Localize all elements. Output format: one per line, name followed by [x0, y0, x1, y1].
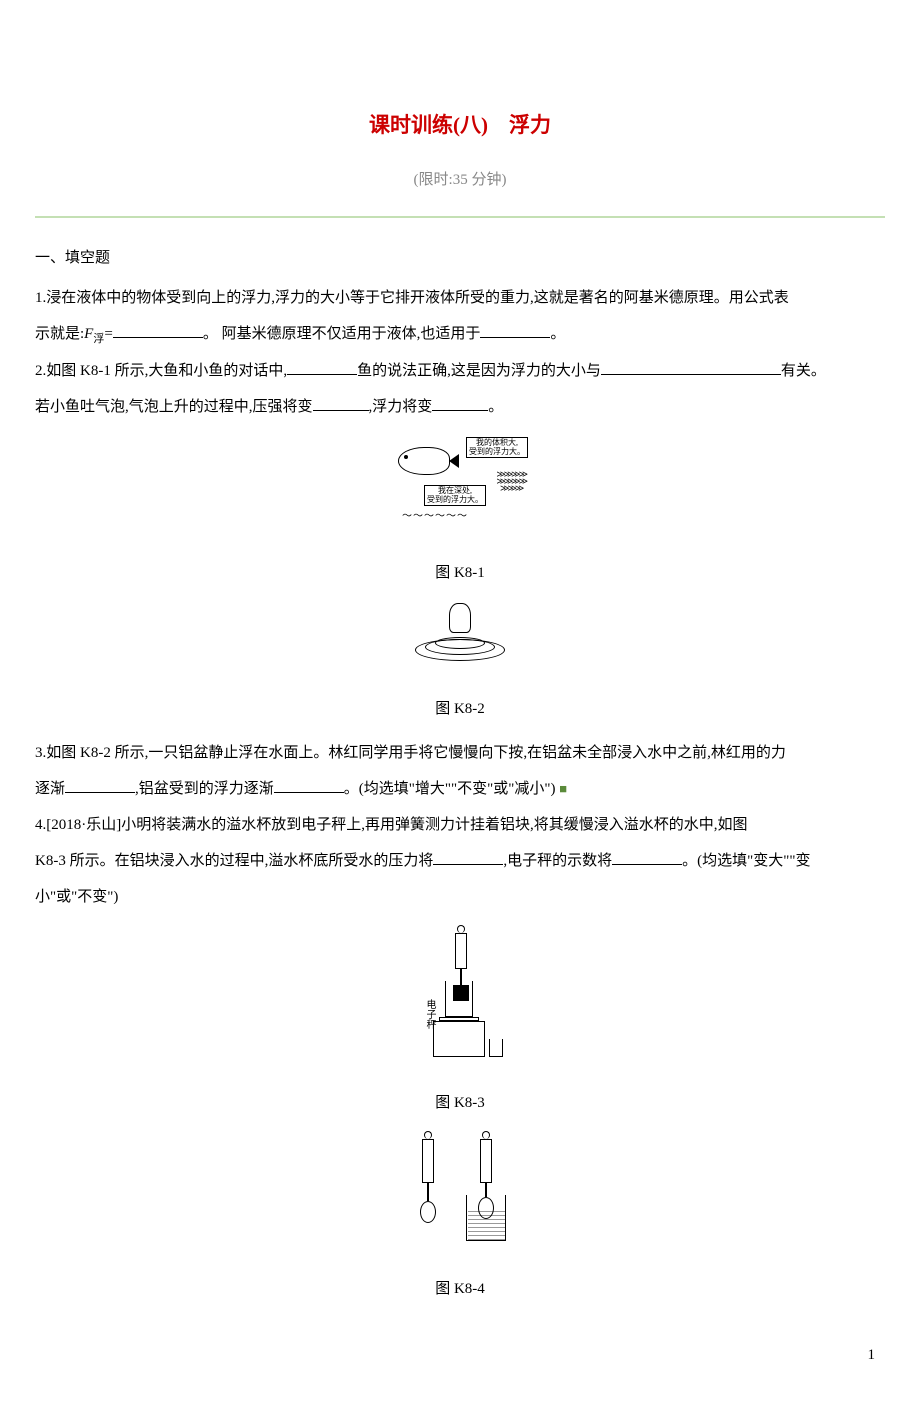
divider-line: [35, 216, 885, 218]
blank: [65, 777, 135, 793]
small-fish-icon: ≫≫≫≫≫≫≫≫≫≫≫: [496, 471, 526, 493]
spring-compare-diagram: [400, 1129, 520, 1249]
figure-caption-2: 图 K8-2: [35, 691, 885, 727]
speech-bubble-2: 我在深处,受到的浮力大。: [424, 485, 486, 507]
figure-k8-4: [35, 1129, 885, 1263]
electronic-scale-icon: [433, 1021, 485, 1057]
basin-outer-icon: [415, 639, 505, 661]
q4-text-e: 小"或"不变"): [35, 889, 118, 905]
figure-caption-4: 图 K8-4: [35, 1271, 885, 1307]
q4-text-c: ,电子秤的示数将: [503, 853, 612, 869]
figure-k8-3: 电子秤: [35, 923, 885, 1077]
question-1: 1.浸在液体中的物体受到向上的浮力,浮力的大小等于它排开液体所受的重力,这就是著…: [35, 280, 885, 352]
big-fish-icon: [398, 447, 450, 475]
blank: [480, 322, 550, 338]
q1-text-d: 。: [550, 326, 565, 342]
weight-left-icon: [420, 1201, 436, 1223]
question-2: 2.如图 K8-1 所示,大鱼和小鱼的对话中, 鱼的说法正确,这是因为浮力的大小与…: [35, 353, 885, 425]
aluminum-block-icon: [453, 985, 469, 1001]
q1-text-b: 示就是:: [35, 326, 84, 342]
q2-text-d: 若小鱼吐气泡,气泡上升的过程中,压强将变: [35, 399, 313, 415]
figure-k8-2: [35, 599, 885, 683]
q1-variable: F: [84, 326, 93, 342]
q3-text-a: 3.如图 K8-2 所示,一只铝盆静止浮在水面上。林红同学用手将它慢慢向下按,在…: [35, 745, 786, 761]
blank: [313, 395, 369, 411]
figure-caption-3: 图 K8-3: [35, 1085, 885, 1121]
q1-subscript: 浮: [93, 333, 104, 345]
hook-right-icon: [482, 1131, 490, 1139]
section-heading: 一、填空题: [35, 240, 885, 276]
scale-diagram: 电子秤: [415, 923, 505, 1063]
fish-eye-icon: [404, 455, 408, 459]
figure-caption-1: 图 K8-1: [35, 555, 885, 591]
blank: [274, 777, 344, 793]
speech-bubble-1: 我的体积大,受到的浮力大。: [466, 437, 528, 459]
q3-text-b: 逐渐: [35, 781, 65, 797]
hand-icon: [449, 603, 471, 633]
blank: [287, 359, 357, 375]
q1-text-c: 。 阿基米德原理不仅适用于液体,也适用于: [203, 326, 481, 342]
q2-text-e: ,浮力将变: [369, 399, 433, 415]
green-marker-icon: ■: [559, 781, 567, 796]
time-limit: (限时:35 分钟): [35, 162, 885, 198]
spring-right-icon: [480, 1139, 492, 1183]
page-number: 1: [35, 1337, 885, 1373]
question-3: 3.如图 K8-2 所示,一只铝盆静止浮在水面上。林红同学用手将它慢慢向下按,在…: [35, 735, 885, 807]
spring-scale-icon: [455, 933, 467, 969]
fish-diagram: 我的体积大,受到的浮力大。 我在深处,受到的浮力大。 ≫≫≫≫≫≫≫≫≫≫≫ ～…: [390, 433, 530, 533]
q2-text-c: 有关。: [781, 363, 826, 379]
q2-text-a: 2.如图 K8-1 所示,大鱼和小鱼的对话中,: [35, 363, 287, 379]
q2-text-b: 鱼的说法正确,这是因为浮力的大小与: [357, 363, 601, 379]
q1-equals: =: [104, 326, 112, 342]
q4-text-b: K8-3 所示。在铝块浸入水的过程中,溢水杯底所受水的压力将: [35, 853, 433, 869]
blank: [612, 849, 682, 865]
spring-left-icon: [422, 1139, 434, 1183]
blank: [113, 322, 203, 338]
hook-left-icon: [424, 1131, 432, 1139]
blank: [432, 395, 488, 411]
small-cup-icon: [489, 1039, 503, 1057]
document-title: 课时训练(八) 浮力: [35, 100, 885, 150]
q1-text-a: 1.浸在液体中的物体受到向上的浮力,浮力的大小等于它排开液体所受的重力,这就是著…: [35, 290, 789, 306]
blank: [601, 359, 781, 375]
q4-text-d: 。(均选填"变大""变: [682, 853, 810, 869]
wire-left-icon: [427, 1183, 429, 1201]
q2-text-f: 。: [488, 399, 503, 415]
weight-right-icon: [478, 1197, 494, 1219]
q3-text-c: ,铝盆受到的浮力逐渐: [135, 781, 274, 797]
basin-diagram: [405, 599, 515, 669]
blank: [433, 849, 503, 865]
hook-icon: [457, 925, 465, 933]
figure-k8-1: 我的体积大,受到的浮力大。 我在深处,受到的浮力大。 ≫≫≫≫≫≫≫≫≫≫≫ ～…: [35, 433, 885, 547]
q4-text-a: 4.[2018·乐山]小明将装满水的溢水杯放到电子秤上,再用弹簧测力计挂着铝块,…: [35, 817, 748, 833]
water-line-icon: ～～～～～～: [402, 505, 468, 529]
q3-text-d: 。(均选填"增大""不变"或"减小"): [344, 781, 559, 797]
question-4: 4.[2018·乐山]小明将装满水的溢水杯放到电子秤上,再用弹簧测力计挂着铝块,…: [35, 807, 885, 915]
